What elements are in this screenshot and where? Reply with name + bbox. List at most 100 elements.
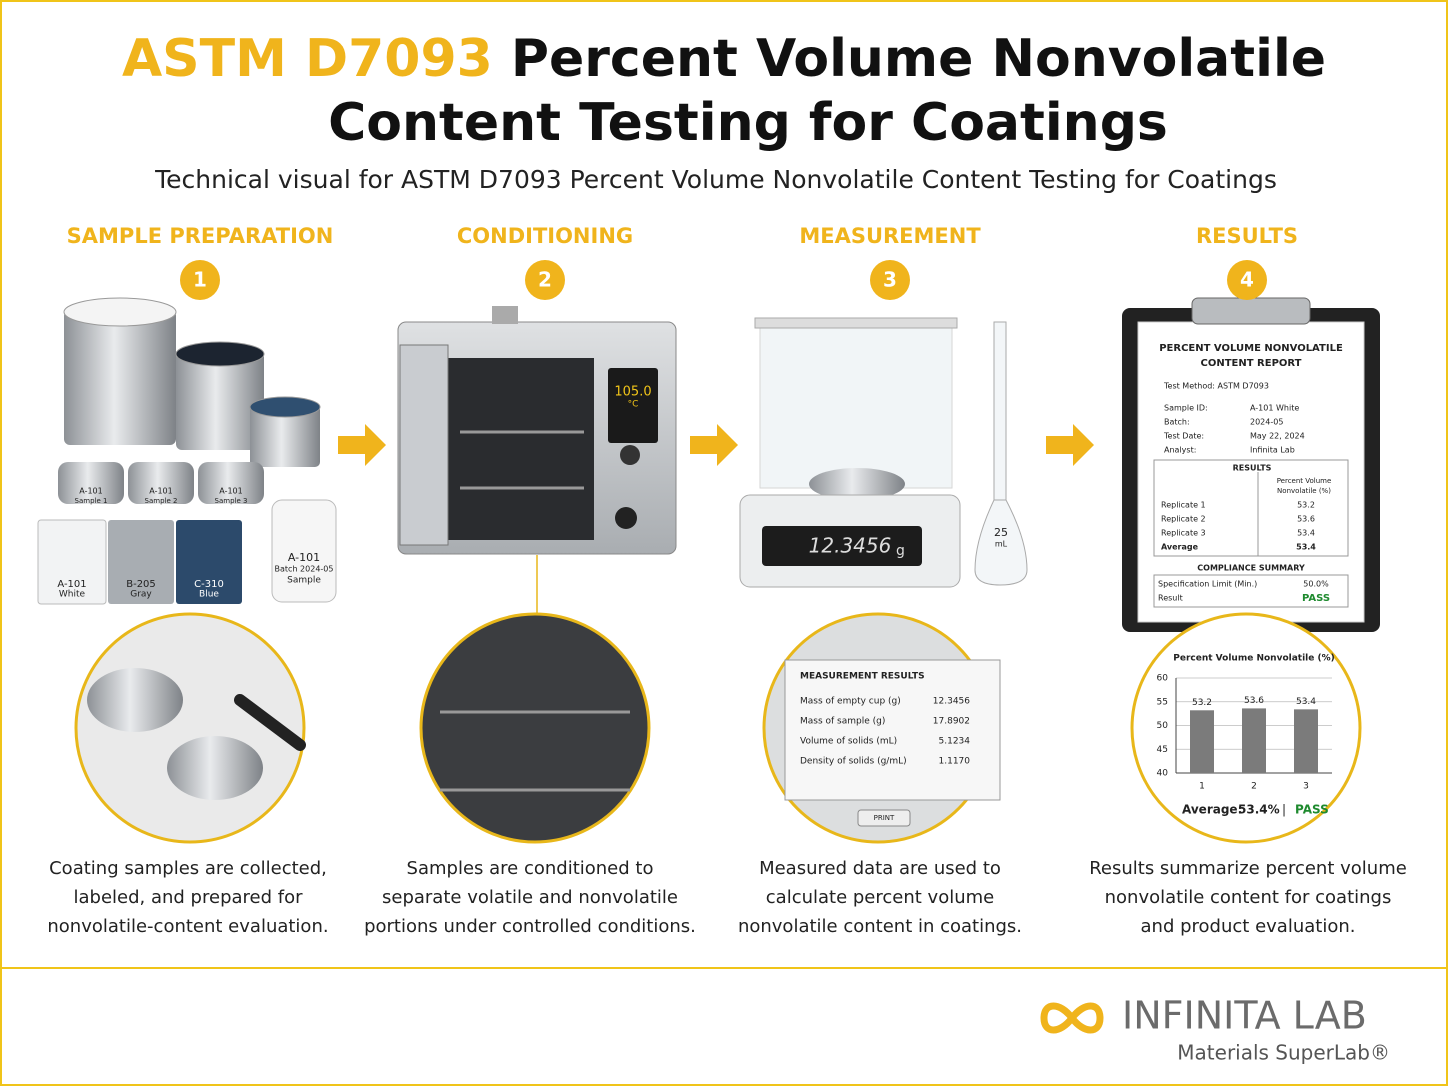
report-result-value: 53.2 xyxy=(1297,501,1315,510)
cup-label: A-101 xyxy=(219,487,242,496)
cup-label: A-101 xyxy=(79,487,102,496)
cup-label: A-101 xyxy=(149,487,172,496)
report-compliance-title: COMPLIANCE SUMMARY xyxy=(1197,564,1305,573)
balance-display: 12.3456 xyxy=(809,534,892,558)
report-compliance-label: Result xyxy=(1158,594,1183,603)
balance xyxy=(739,317,1028,588)
panel-label: White xyxy=(59,590,86,600)
value-label: 53.4 xyxy=(1296,697,1316,707)
bar xyxy=(1190,710,1214,773)
step-caption: Results summarize percent volume xyxy=(1089,858,1407,879)
bar xyxy=(1242,708,1266,773)
report-field-value: A-101 White xyxy=(1250,404,1299,413)
report-result-value: 53.4 xyxy=(1297,529,1315,538)
title-line-1: ASTM D7093 Percent Volume Nonvolatile xyxy=(122,29,1326,89)
step-label: RESULTS xyxy=(1196,224,1298,248)
panel-label: A-101 xyxy=(57,579,86,590)
step-caption: nonvolatile content in coatings. xyxy=(738,916,1022,937)
step-badge xyxy=(870,260,910,300)
bar xyxy=(1294,709,1318,773)
clipboard xyxy=(1122,297,1380,632)
jar-label: Sample xyxy=(287,576,321,586)
y-tick-label: 60 xyxy=(1157,674,1169,684)
x-tick-label: 2 xyxy=(1251,782,1257,792)
paint-cans xyxy=(37,297,337,605)
step-number: 3 xyxy=(883,268,897,292)
report-title: PERCENT VOLUME NONVOLATILE xyxy=(1159,343,1343,354)
report-result-label: Average xyxy=(1161,543,1199,552)
panel-label: B-205 xyxy=(126,579,156,590)
y-tick-label: 55 xyxy=(1157,697,1168,707)
measurement-value: 17.8902 xyxy=(933,717,970,727)
oven-unit: °C xyxy=(628,400,639,410)
step-label: MEASUREMENT xyxy=(799,224,981,248)
cup-label: Sample 1 xyxy=(75,497,108,505)
average-value: 53.4% xyxy=(1238,803,1280,817)
average-label: Average: xyxy=(1182,803,1242,817)
step-label: CONDITIONING xyxy=(457,224,633,248)
y-tick-label: 45 xyxy=(1157,745,1168,755)
step-caption: separate volatile and nonvolatile xyxy=(382,887,678,908)
step-badge xyxy=(1227,260,1267,300)
y-tick-label: 50 xyxy=(1157,721,1169,731)
step-number: 4 xyxy=(1240,268,1254,292)
measurement-value: 1.1170 xyxy=(939,757,971,767)
cup-label: Sample 3 xyxy=(215,497,248,505)
report-field-label: Test Date: xyxy=(1163,432,1204,441)
step-caption: labeled, and prepared for xyxy=(74,887,304,908)
x-tick-label: 3 xyxy=(1303,782,1309,792)
y-tick-label: 40 xyxy=(1157,769,1169,779)
print-button: PRINT xyxy=(874,814,895,822)
report-result-label: Replicate 2 xyxy=(1161,515,1206,524)
separator: | xyxy=(1282,803,1286,817)
report-method: Test Method: ASTM D7093 xyxy=(1163,382,1269,391)
report-result-value: 53.6 xyxy=(1297,515,1315,524)
step-caption: calculate percent volume xyxy=(766,887,994,908)
step-number: 2 xyxy=(538,268,552,292)
measurement-value: 12.3456 xyxy=(933,697,970,707)
title-rest: Percent Volume Nonvolatile xyxy=(511,29,1326,89)
report-compliance-value: PASS xyxy=(1302,593,1330,604)
step-caption: and product evaluation. xyxy=(1141,916,1356,937)
report-field-value: 2024-05 xyxy=(1250,418,1283,427)
value-label: 53.2 xyxy=(1192,698,1212,708)
report-field-label: Batch: xyxy=(1164,418,1190,427)
measurement-label: Volume of solids (mL) xyxy=(800,737,897,747)
panel-label: Blue xyxy=(199,590,219,600)
step-label: SAMPLE PREPARATION xyxy=(67,224,334,248)
x-tick-label: 1 xyxy=(1199,782,1205,792)
measurement-label: Mass of empty cup (g) xyxy=(800,697,901,707)
step-caption: nonvolatile content for coatings xyxy=(1105,887,1392,908)
step-badge xyxy=(180,260,220,300)
title-line-2: Content Testing for Coatings xyxy=(328,93,1168,153)
step-caption: nonvolatile-content evaluation. xyxy=(47,916,328,937)
cylinder-label: 25 xyxy=(994,526,1008,539)
report-field-value: May 22, 2024 xyxy=(1250,432,1305,441)
report-compliance-label: Specification Limit (Min.) xyxy=(1158,580,1257,589)
title-highlight: ASTM D7093 xyxy=(122,29,493,89)
step-caption: Samples are conditioned to xyxy=(407,858,654,879)
logo-mark xyxy=(1040,1002,1104,1034)
report-results-title: RESULTS xyxy=(1233,464,1272,473)
step-caption: portions under controlled conditions. xyxy=(364,916,696,937)
balance-unit: g xyxy=(896,543,905,559)
measurement-label: Density of solids (g/mL) xyxy=(800,757,907,767)
step-badge xyxy=(525,260,565,300)
panel-label: Gray xyxy=(130,590,152,600)
step-caption: Coating samples are collected, xyxy=(49,858,327,879)
jar-label: Batch 2024-05 xyxy=(275,565,334,574)
report-title: CONTENT REPORT xyxy=(1201,358,1302,369)
oven xyxy=(397,306,677,555)
chart-title: Percent Volume Nonvolatile (%) xyxy=(1173,654,1334,664)
measurement-title: MEASUREMENT RESULTS xyxy=(800,672,925,682)
cylinder-unit: mL xyxy=(995,540,1008,549)
panel-label: C-310 xyxy=(194,579,224,590)
report-field-label: Sample ID: xyxy=(1164,404,1208,413)
measurement-value: 5.1234 xyxy=(939,737,971,747)
report-result-label: Replicate 3 xyxy=(1161,529,1206,538)
subtitle: Technical visual for ASTM D7093 Percent … xyxy=(154,165,1277,194)
step-number: 1 xyxy=(193,268,207,292)
